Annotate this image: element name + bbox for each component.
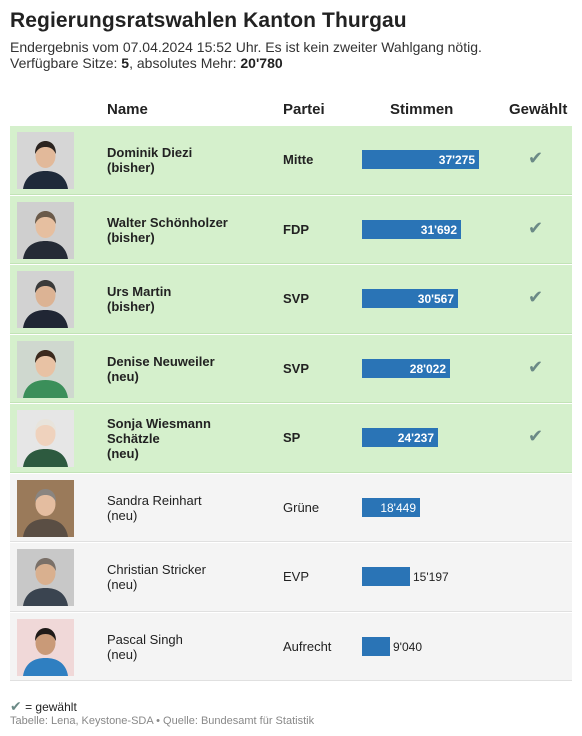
- candidate-name-line: (neu): [107, 507, 138, 523]
- candidate-name-line: Walter Schönholzer: [107, 214, 228, 230]
- elected-check-icon: ✔: [528, 426, 544, 446]
- candidate-name-line: (neu): [107, 446, 139, 461]
- candidate-name: Dominik Diezi (bisher): [107, 145, 192, 175]
- elected-check-icon: ✔: [528, 287, 544, 307]
- candidate-name: Sonja Wiesmann Schätzle (neu): [107, 416, 211, 461]
- candidate-name: Sandra Reinhart (neu): [107, 493, 202, 523]
- candidate-photo: [17, 618, 74, 676]
- candidate-row: Pascal Singh (neu) Aufrecht 9'040: [10, 612, 572, 681]
- candidate-name-line: Denise Neuweiler: [107, 353, 215, 369]
- candidate-name-line: (bisher): [107, 299, 155, 314]
- candidate-name-line: (neu): [107, 577, 138, 592]
- column-header-party: Partei: [283, 101, 325, 118]
- candidate-row: Sonja Wiesmann Schätzle (neu) SP 24'237 ✔: [10, 404, 572, 473]
- candidate-name-line: Sandra Reinhart: [107, 492, 202, 508]
- candidate-row: Walter Schönholzer (bisher) FDP 31'692 ✔: [10, 195, 572, 264]
- column-header-name: Name: [107, 101, 148, 118]
- votes-label: 37'275: [438, 153, 475, 167]
- column-header-votes: Stimmen: [390, 101, 454, 118]
- candidate-row: Christian Stricker (neu) EVP 15'197: [10, 543, 572, 612]
- subtitle-seats-line: Verfügbare Sitze: 5, absolutes Mehr: 20'…: [10, 55, 283, 71]
- candidate-row: Urs Martin (bisher) SVP 30'567 ✔: [10, 265, 572, 334]
- candidate-party: Grüne: [283, 499, 320, 515]
- elected-check-icon: ✔: [528, 148, 544, 168]
- candidate-row: Sandra Reinhart (neu) Grüne 18'449: [10, 473, 572, 542]
- candidate-photo: [17, 340, 74, 398]
- candidate-name-line: Pascal Singh: [107, 631, 183, 647]
- source-note: Tabelle: Lena, Keystone-SDA • Quelle: Bu…: [10, 715, 315, 727]
- candidate-name: Christian Stricker (neu): [107, 562, 206, 592]
- votes-label: 31'692: [420, 222, 457, 237]
- votes-bar: [362, 358, 450, 378]
- candidate-party: SVP: [283, 360, 310, 376]
- candidate-name-line: (neu): [107, 646, 138, 662]
- check-icon: ✔: [10, 698, 22, 714]
- votes-label: 24'237: [397, 431, 434, 445]
- legend-text: = gewählt: [21, 700, 77, 714]
- candidate-party: EVP: [283, 569, 310, 584]
- votes-bar: [362, 428, 438, 447]
- candidate-photo: [17, 201, 74, 259]
- subtitle-result-line: Endergebnis vom 07.04.2024 15:52 Uhr. Es…: [10, 39, 482, 55]
- votes-bar: [362, 567, 410, 586]
- votes-bar: [362, 150, 479, 169]
- candidate-name-line: Urs Martin: [107, 284, 172, 299]
- votes-bar: [362, 636, 390, 656]
- majority-value: 20'780: [240, 55, 283, 71]
- candidate-photo: [17, 549, 74, 606]
- votes-bar: [362, 497, 420, 517]
- candidate-party: Aufrecht: [283, 638, 332, 654]
- candidate-party: Mitte: [283, 152, 314, 167]
- candidate-party: SVP: [283, 291, 310, 306]
- candidate-name: Pascal Singh (neu): [107, 632, 183, 662]
- votes-bar: [362, 219, 461, 239]
- legend: ✔ = gewählt: [10, 698, 77, 715]
- candidate-name-line: Schätzle: [107, 431, 160, 446]
- candidate-name-line: (neu): [107, 368, 139, 384]
- votes-label: 30'567: [417, 292, 454, 306]
- seats-label: Verfügbare Sitze:: [10, 55, 122, 71]
- candidate-party: FDP: [283, 221, 309, 237]
- votes-label: 9'040: [393, 639, 422, 654]
- page-title: Regierungsratswahlen Kanton Thurgau: [10, 9, 407, 32]
- candidate-photo: [17, 132, 74, 189]
- seats-value: 5: [121, 55, 130, 71]
- candidate-name-line: Sonja Wiesmann: [107, 416, 211, 431]
- candidate-photo: [17, 410, 74, 467]
- candidate-name-line: (bisher): [107, 160, 155, 175]
- elected-check-icon: ✔: [528, 217, 544, 238]
- candidate-name: Urs Martin (bisher): [107, 284, 171, 314]
- votes-label: 28'022: [409, 361, 446, 376]
- candidate-row: Denise Neuweiler (neu) SVP 28'022 ✔: [10, 334, 572, 403]
- votes-label: 15'197: [413, 570, 449, 584]
- votes-label: 18'449: [380, 500, 416, 515]
- candidate-name-line: Dominik Diezi: [107, 145, 193, 160]
- candidate-party: SP: [283, 430, 301, 445]
- candidate-name: Denise Neuweiler (neu): [107, 354, 215, 384]
- candidate-photo: [17, 271, 74, 328]
- majority-label: , absolutes Mehr:: [129, 55, 241, 71]
- elected-check-icon: ✔: [528, 356, 544, 377]
- candidate-name-line: (bisher): [107, 229, 155, 245]
- candidate-photo: [17, 479, 74, 537]
- votes-bar: [362, 289, 458, 308]
- candidate-row: Dominik Diezi (bisher) Mitte 37'275 ✔: [10, 126, 572, 195]
- candidate-name-line: Christian Stricker: [107, 562, 206, 577]
- candidate-name: Walter Schönholzer (bisher): [107, 215, 228, 245]
- column-header-elected: Gewählt: [509, 101, 568, 118]
